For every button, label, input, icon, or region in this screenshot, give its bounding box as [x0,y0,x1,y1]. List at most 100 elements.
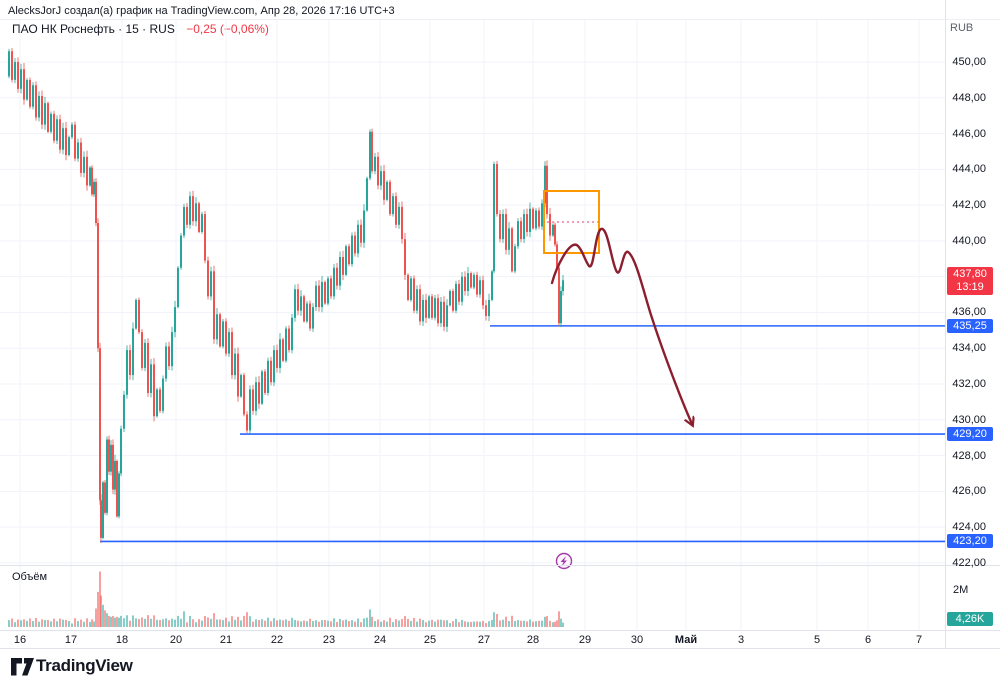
time-tick-label: 3 [737,634,745,646]
volume-bar [228,621,230,627]
candle-body [237,353,239,397]
candle-body [156,389,158,417]
volume-bar [532,621,534,627]
time-tick-label: 6 [864,634,872,646]
price-tick-label: 434,00 [952,342,986,355]
candle-body [23,69,25,100]
candle-body [470,273,472,288]
candle-body [95,181,97,224]
volume-bar [225,617,227,627]
volume-bar [267,617,269,627]
volume-bar [74,618,76,627]
volume-bar [485,623,487,627]
candle-body [324,282,326,304]
candle-body [252,389,254,411]
candle-body [297,289,299,311]
symbol-row: ПАО НК Роснефть · 15 · RUS −0,25 (−0,06%… [12,22,269,36]
time-tick-label: 21 [219,634,233,646]
candle-body [255,382,257,411]
candle-body [482,280,484,306]
volume-bar [20,620,22,627]
candle-body [141,332,143,368]
candle-body [129,350,131,376]
volume-bar [249,616,251,627]
candle-body [249,389,251,431]
candle-body [11,51,13,80]
volume-bar [342,620,344,627]
candle-body [201,214,203,232]
volume-bar [255,619,257,627]
candle-body [53,113,55,141]
volume-bar [549,620,551,627]
volume-bar [50,621,52,627]
volume-bar [276,620,278,627]
candle-body [493,163,495,272]
volume-pane-title[interactable]: Объём [12,571,48,583]
volume-bar [558,611,560,627]
volume-bar [8,620,10,627]
candle-body [546,165,548,215]
candle-body [32,85,34,107]
volume-bar [112,615,114,627]
volume-bar [398,620,400,627]
volume-bar [243,615,245,627]
candle-body [285,328,287,361]
volume-bar [552,622,554,627]
candle-body [118,473,120,517]
candle-body [102,482,104,538]
volume-bar [562,622,564,627]
candle-body [535,210,537,229]
volume-bar [407,618,409,627]
volume-bar [467,621,469,627]
volume-bar [204,616,206,627]
candle-body [159,389,161,411]
candle-body [162,378,164,411]
volume-bar [413,618,415,627]
candle-body [410,278,412,300]
volume-bar [461,619,463,627]
candle-body [273,350,275,383]
candle-body [207,260,209,297]
volume-bar [476,621,478,627]
candle-body [407,274,409,300]
candle-body [282,339,284,361]
volume-bar [180,618,182,627]
candle-body [50,113,52,132]
ray-price-label: 423,20 [947,534,993,549]
tradingview-logo-icon[interactable] [10,657,36,677]
horizontal-ray-lines[interactable] [100,325,945,543]
candle-body [318,285,320,308]
candle-body [357,224,359,254]
candle-body [366,178,368,211]
candle-body [116,460,118,517]
volume-bar [102,604,104,627]
candle-body [20,69,22,89]
last-price-value: 437,80 [953,268,987,281]
candle-body [562,280,564,291]
candle-body [228,332,230,354]
volume-bar [171,618,173,627]
candle-body [83,156,85,173]
candle-body [186,206,188,225]
candle-body [374,156,376,172]
symbol-title[interactable]: ПАО НК Роснефть · 15 · RUS [12,22,175,36]
user-drawings[interactable] [543,190,692,570]
candle-body [291,317,293,351]
tradingview-wordmark[interactable]: TradingView [36,656,133,675]
volume-bar [234,619,236,627]
candle-body [461,276,463,302]
pane-separator[interactable] [0,565,1000,566]
price-axis-border[interactable] [945,0,946,648]
candle-body [150,364,152,393]
candle-body [56,119,58,141]
candle-body [65,128,67,156]
volume-bar [270,621,272,627]
price-tick-label: 428,00 [952,449,986,462]
volume-bar [514,620,516,627]
candle-body [386,181,388,200]
candle-body [106,439,108,513]
volume-bar [383,620,385,627]
volume-bar [144,618,146,627]
